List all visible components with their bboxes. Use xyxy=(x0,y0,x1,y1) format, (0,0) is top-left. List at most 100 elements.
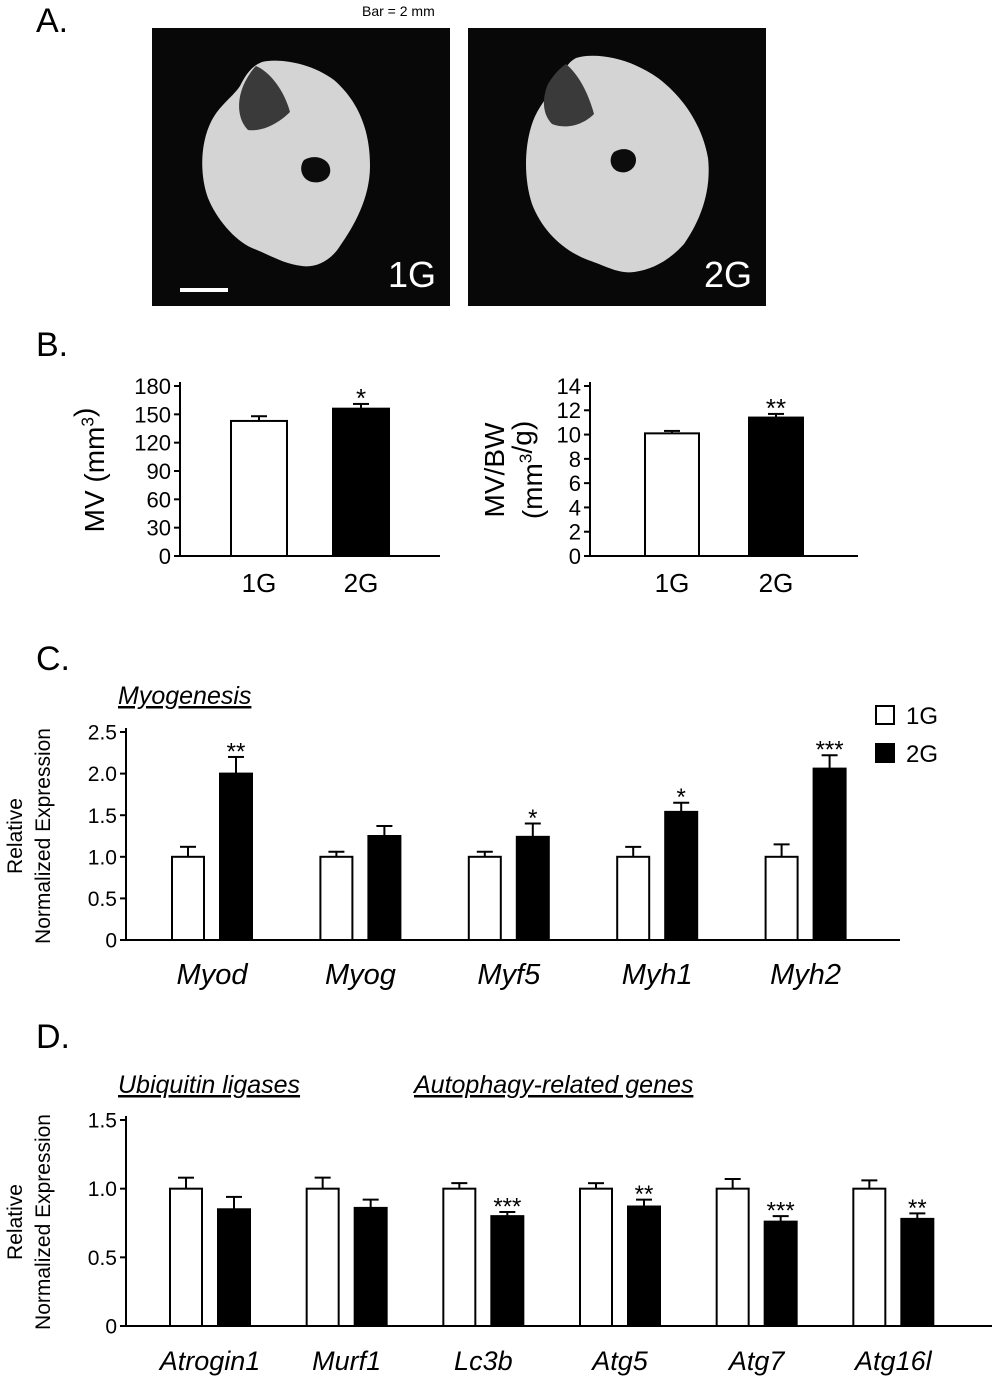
y-tick-label: 0 xyxy=(105,930,117,953)
significance-mark: *** xyxy=(493,1193,521,1220)
y-tick-label: 1.5 xyxy=(88,1110,117,1133)
bar-d xyxy=(353,1206,388,1327)
y-tick-label: 1.0 xyxy=(88,1178,117,1201)
y-axis-label-c-line1: Relative xyxy=(4,798,27,874)
y-tick-label: 0.5 xyxy=(88,888,117,911)
bar-c xyxy=(367,835,402,941)
y-tick-label: 2.0 xyxy=(88,763,117,786)
group-title-myogenesis: Myogenesis xyxy=(118,682,251,710)
scale-bar-note: Bar = 2 mm xyxy=(362,3,435,19)
y-tick-label: 4 xyxy=(569,495,581,520)
bar-c xyxy=(467,855,502,941)
bar-d xyxy=(763,1220,798,1328)
y-tick-label: 12 xyxy=(557,398,581,423)
legend-label-1g: 1G xyxy=(906,703,938,730)
bar-d xyxy=(442,1187,477,1327)
category-label: Atg5 xyxy=(590,1346,649,1376)
significance-mark: ** xyxy=(908,1195,927,1222)
category-label: Atrogin1 xyxy=(158,1346,261,1376)
y-axis-label-d-line2: Normalized Expression xyxy=(32,1114,55,1330)
category-label: 1G xyxy=(655,568,690,598)
category-label: 2G xyxy=(344,568,379,598)
y-tick-label: 2.5 xyxy=(88,722,117,745)
scan-image-1g: 1G xyxy=(152,28,450,306)
y-tick-label: 180 xyxy=(134,374,171,399)
y-tick-label: 0 xyxy=(159,544,171,569)
bar-d xyxy=(217,1208,251,1328)
panel-c-letter: C. xyxy=(36,640,70,678)
category-label: 1G xyxy=(242,568,277,598)
y-tick-label: 10 xyxy=(557,422,581,447)
y-tick-label: 60 xyxy=(147,487,171,512)
panel-b-letter: B. xyxy=(36,326,69,364)
y-axis-label-b2-line2: (mm3/g) xyxy=(506,421,548,519)
y-tick-label: 0 xyxy=(569,544,581,569)
significance-mark: * xyxy=(528,805,537,832)
scale-bar xyxy=(180,288,228,292)
group-label-2g: 2G xyxy=(703,254,752,295)
legend-swatch-2g xyxy=(875,743,895,763)
y-tick-label: 14 xyxy=(557,374,581,399)
y-tick-label: 1.5 xyxy=(88,805,117,828)
y-tick-label: 120 xyxy=(134,431,171,456)
y-tick-label: 8 xyxy=(569,447,581,472)
y-tick-label: 2 xyxy=(569,520,581,545)
bar-c xyxy=(171,855,205,941)
bar-d xyxy=(715,1187,750,1327)
bar-b2 xyxy=(644,432,700,558)
bar-d xyxy=(579,1187,613,1327)
bar-d xyxy=(852,1187,887,1327)
bar-c xyxy=(319,855,354,941)
bar-c xyxy=(219,772,253,941)
category-label: Myf5 xyxy=(477,959,541,991)
group-title-autophagy-genes: Autophagy-related genes xyxy=(412,1071,693,1099)
y-tick-label: 1.0 xyxy=(88,846,117,869)
y-axis-label-c-line2: Normalized Expression xyxy=(32,728,55,944)
bar-c xyxy=(812,767,847,941)
legend-label-2g: 2G xyxy=(906,741,938,768)
category-label: Lc3b xyxy=(454,1346,513,1376)
panel-a-letter: A. xyxy=(36,2,69,40)
category-label: Atg7 xyxy=(727,1346,786,1376)
significance-mark: ** xyxy=(766,393,786,423)
category-label: Myog xyxy=(325,959,396,991)
legend-swatch-1g xyxy=(875,705,895,725)
bar-b1 xyxy=(332,407,390,557)
bar-d xyxy=(627,1205,661,1328)
y-tick-label: 30 xyxy=(147,516,171,541)
bar-c xyxy=(664,810,699,942)
bar-d xyxy=(169,1187,203,1327)
category-label: Murf1 xyxy=(312,1346,381,1376)
bar-b2 xyxy=(748,416,804,558)
y-tick-label: 90 xyxy=(147,459,171,484)
y-axis-label-b2-line1: MV/BW xyxy=(479,422,510,517)
bar-d xyxy=(490,1215,525,1327)
significance-mark: *** xyxy=(816,737,844,764)
bar-d xyxy=(305,1187,340,1327)
category-label: Myh1 xyxy=(622,959,693,991)
y-tick-label: 6 xyxy=(569,471,581,496)
y-tick-label: 0.5 xyxy=(88,1247,117,1270)
muscle-cross-section-2g xyxy=(526,55,709,273)
significance-mark: * xyxy=(356,383,366,413)
scan-image-2g: 2G xyxy=(468,28,766,306)
category-label: Myod xyxy=(177,959,249,991)
bar-c xyxy=(515,835,550,941)
significance-mark: ** xyxy=(227,738,246,765)
bar-c xyxy=(764,855,799,941)
y-tick-label: 150 xyxy=(134,402,171,427)
y-tick-label: 0 xyxy=(105,1316,117,1339)
y-axis-label-b1: MV (mm3) xyxy=(68,408,110,533)
bar-b1 xyxy=(230,419,288,558)
group-label-1g: 1G xyxy=(387,254,436,295)
group-title-ubiquitin-ligases: Ubiquitin ligases xyxy=(118,1071,300,1099)
category-label: Atg16l xyxy=(853,1346,933,1376)
panel-d-letter: D. xyxy=(36,1018,70,1056)
y-axis-label-d-line1: Relative xyxy=(4,1184,27,1260)
muscle-cross-section-1g xyxy=(202,60,370,267)
significance-mark: *** xyxy=(767,1198,795,1225)
bar-d xyxy=(900,1217,935,1328)
category-label: 2G xyxy=(759,568,794,598)
significance-mark: ** xyxy=(635,1181,654,1208)
bar-c xyxy=(616,855,651,941)
